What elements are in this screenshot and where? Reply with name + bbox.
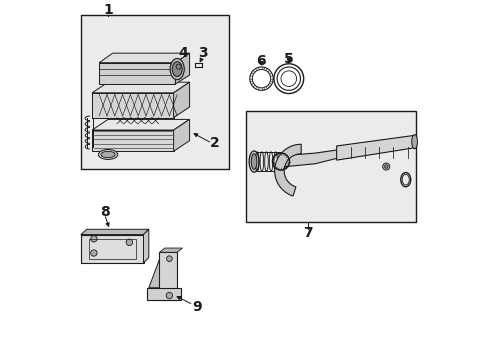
Ellipse shape: [170, 58, 184, 80]
Circle shape: [90, 236, 97, 242]
Circle shape: [176, 64, 181, 69]
Text: 7: 7: [303, 226, 312, 240]
Ellipse shape: [251, 154, 256, 169]
Bar: [88, 239, 136, 259]
Text: 4: 4: [178, 46, 188, 60]
Polygon shape: [159, 248, 182, 252]
Polygon shape: [148, 260, 159, 288]
Circle shape: [126, 239, 132, 246]
Circle shape: [166, 256, 172, 261]
Circle shape: [384, 165, 387, 168]
Polygon shape: [92, 93, 173, 118]
Polygon shape: [175, 53, 189, 84]
Text: 5: 5: [284, 52, 293, 66]
Text: 2: 2: [209, 136, 219, 150]
Ellipse shape: [98, 149, 118, 159]
Text: 1: 1: [103, 3, 113, 17]
Polygon shape: [159, 252, 177, 300]
Polygon shape: [99, 63, 175, 84]
Polygon shape: [81, 235, 143, 263]
Polygon shape: [92, 82, 189, 93]
Ellipse shape: [248, 151, 259, 172]
Polygon shape: [173, 120, 189, 151]
Polygon shape: [143, 229, 148, 263]
Polygon shape: [99, 53, 189, 63]
Bar: [81, 15, 228, 169]
Circle shape: [166, 292, 172, 299]
Text: 9: 9: [191, 300, 201, 314]
Text: 6: 6: [255, 54, 264, 68]
Text: 8: 8: [100, 204, 109, 219]
Polygon shape: [279, 149, 340, 167]
Polygon shape: [173, 82, 189, 118]
Text: 3: 3: [198, 46, 207, 60]
Ellipse shape: [411, 135, 417, 149]
Polygon shape: [274, 144, 301, 196]
Polygon shape: [92, 130, 173, 151]
Polygon shape: [92, 120, 189, 130]
Polygon shape: [81, 229, 148, 235]
Polygon shape: [147, 288, 181, 300]
Bar: [246, 111, 415, 222]
Circle shape: [90, 250, 97, 256]
Ellipse shape: [101, 151, 115, 158]
Ellipse shape: [172, 62, 182, 77]
Circle shape: [382, 163, 389, 170]
Polygon shape: [336, 135, 414, 160]
